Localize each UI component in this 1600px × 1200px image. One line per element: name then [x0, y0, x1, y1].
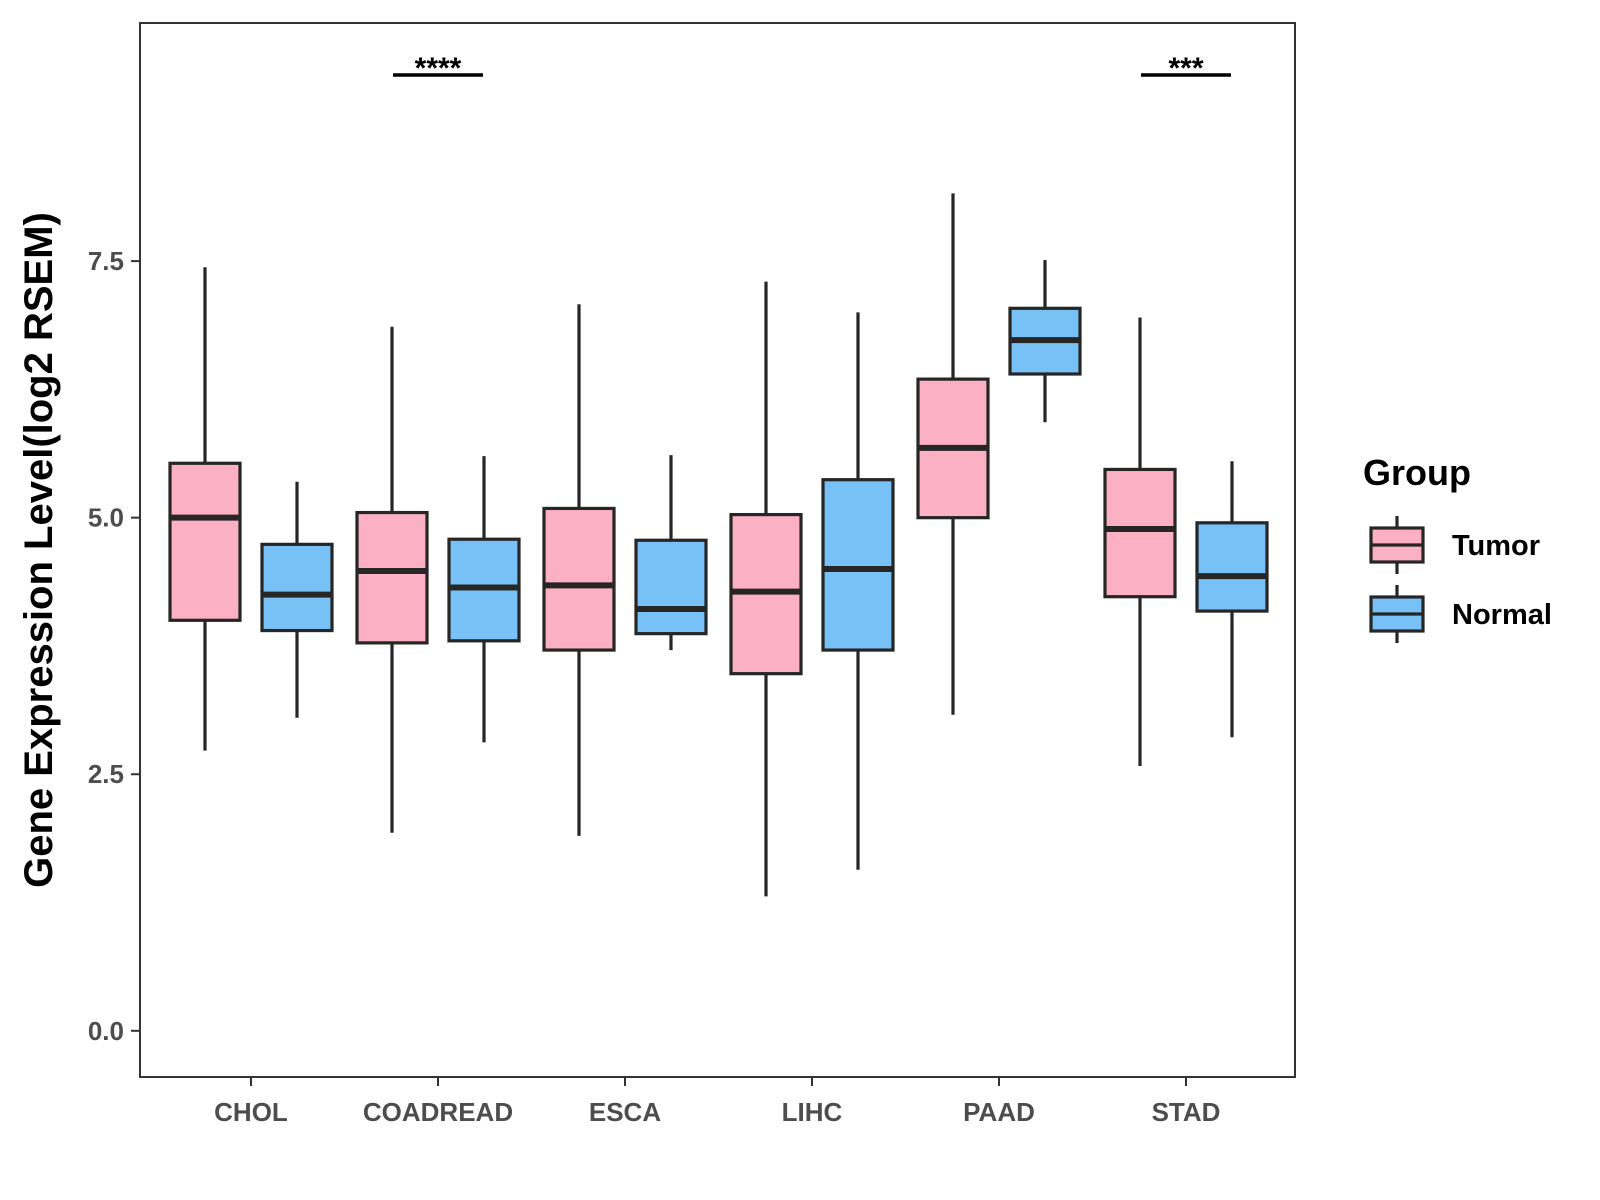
- axes: 0.0 2.5 5.0 7.5 CHOL COADREAD ESCA LIHC PAAD STAD: [88, 246, 1221, 1127]
- box-iqr: [542, 506, 616, 652]
- x-tick-label-paad: PAAD: [963, 1097, 1035, 1127]
- box-tumor-coadread: [355, 326, 429, 833]
- x-tick-label-chol: CHOL: [214, 1097, 288, 1127]
- x-tick-label-coadread: COADREAD: [363, 1097, 513, 1127]
- box-normal-lihc: [821, 312, 895, 870]
- significance-label: ****: [415, 52, 462, 85]
- box-iqr: [260, 542, 334, 633]
- x-tick-label-esca: ESCA: [589, 1097, 661, 1127]
- box-tumor-esca: [542, 304, 616, 836]
- box-normal-paad: [1008, 260, 1082, 423]
- legend-label-normal: Normal: [1452, 599, 1552, 631]
- legend-items: Tumor Normal: [1369, 516, 1552, 643]
- y-tick-label: 7.5: [88, 246, 124, 276]
- box-tumor-paad: [916, 193, 990, 715]
- y-tick-label: 0.0: [88, 1016, 124, 1046]
- legend-item-normal: Normal: [1369, 585, 1552, 643]
- box-normal-coadread: [447, 456, 521, 743]
- significance-stad: ***: [1141, 52, 1231, 85]
- legend-label-tumor: Tumor: [1452, 530, 1540, 562]
- box-iqr: [355, 510, 429, 645]
- legend: Group Tumor Normal: [1363, 452, 1552, 643]
- box-iqr: [168, 461, 242, 622]
- panel-border: [139, 22, 1296, 1078]
- y-tick-label: 5.0: [88, 503, 124, 533]
- box-tumor-stad: [1103, 317, 1177, 767]
- x-tick-label-stad: STAD: [1152, 1097, 1221, 1127]
- box-iqr: [1103, 467, 1177, 599]
- box-iqr: [1195, 521, 1269, 613]
- box-normal-chol: [260, 481, 334, 718]
- box-iqr: [821, 478, 895, 652]
- plot-content: **** ***: [168, 52, 1269, 897]
- box-normal-esca: [634, 455, 708, 651]
- significance-label: ***: [1168, 52, 1203, 85]
- box-iqr: [634, 538, 708, 636]
- legend-title: Group: [1363, 452, 1471, 493]
- y-tick-label: 2.5: [88, 759, 124, 789]
- box-normal-stad: [1195, 461, 1269, 738]
- legend-item-tumor: Tumor: [1369, 516, 1540, 574]
- y-axis-label: Gene Expression Level(log2 RSEM): [17, 212, 61, 888]
- box-tumor-chol: [168, 267, 242, 751]
- significance-coadread: ****: [393, 52, 483, 85]
- box-tumor-lihc: [729, 281, 803, 897]
- x-tick-label-lihc: LIHC: [782, 1097, 843, 1127]
